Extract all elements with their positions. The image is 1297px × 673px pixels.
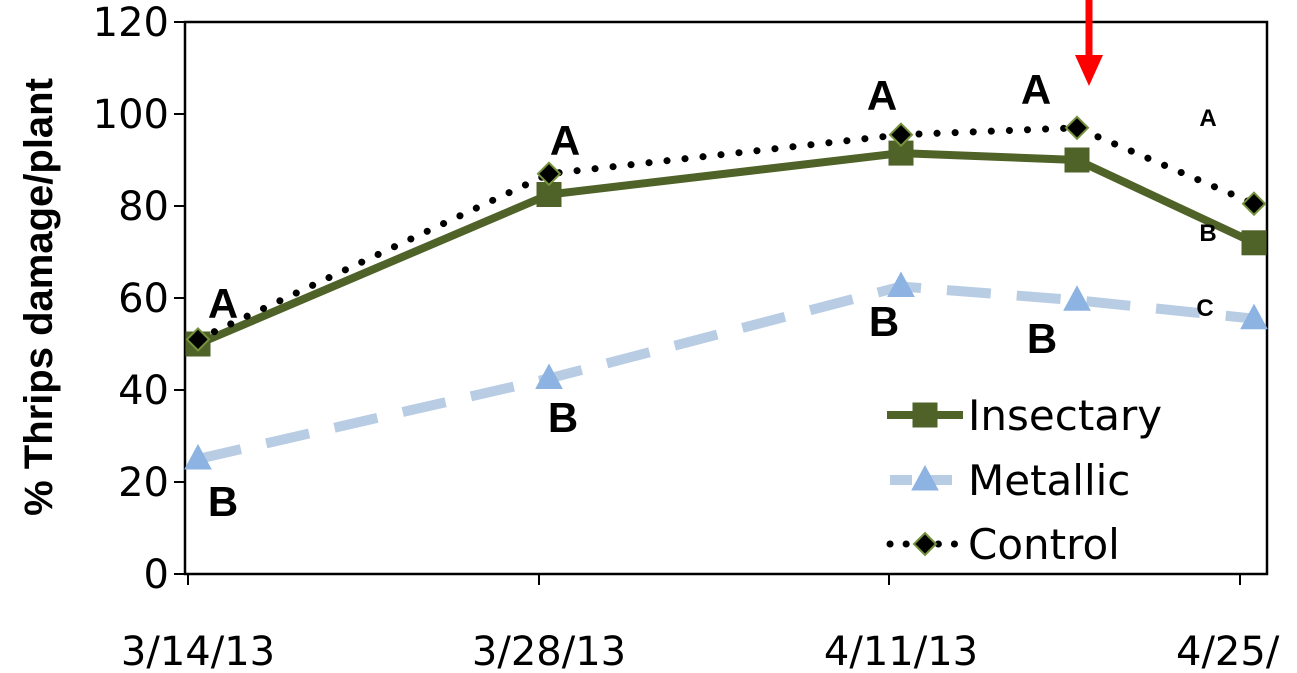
x-tick-label: 4/11/13 xyxy=(824,629,978,673)
legend-item-metallic: Metallic xyxy=(890,456,1130,505)
y-tick-label: 0 xyxy=(144,552,169,598)
significance-letter: A xyxy=(1199,105,1216,132)
significance-letters: A B A B A B A B A B C xyxy=(208,66,1217,525)
data-point-metallic xyxy=(184,443,212,470)
legend-swatch-marker xyxy=(912,402,938,428)
significance-letter: A xyxy=(208,280,238,327)
legend-label: Control xyxy=(968,520,1120,569)
legend-item-control: Control xyxy=(886,520,1120,569)
data-point-control xyxy=(185,326,211,352)
y-axis: 0 20 40 60 80 100 120 xyxy=(93,0,185,598)
data-point-insectary xyxy=(1064,147,1090,173)
data-point-metallic xyxy=(535,363,563,389)
red-arrow-marker xyxy=(1075,0,1103,86)
data-point-control xyxy=(1064,115,1090,141)
legend-swatch-marker xyxy=(912,531,938,557)
data-point-control xyxy=(1241,191,1267,217)
series-control xyxy=(185,115,1267,352)
arrow-head xyxy=(1075,55,1103,86)
significance-letter: A xyxy=(550,117,580,164)
significance-letter: B xyxy=(1199,220,1216,247)
y-axis-label: % Thrips damage/plant xyxy=(17,78,61,516)
x-axis: 3/14/13 3/28/13 4/11/13 4/25/ xyxy=(121,574,1280,673)
x-tick-label: 3/14/13 xyxy=(121,629,275,673)
y-tick-label: 60 xyxy=(118,276,169,322)
data-point-control xyxy=(536,161,562,187)
legend-item-insectary: Insectary xyxy=(887,391,1162,440)
data-point-metallic xyxy=(887,271,915,297)
y-tick-label: 100 xyxy=(93,92,169,138)
significance-letter: B xyxy=(1027,315,1057,362)
y-tick-label: 80 xyxy=(118,184,169,230)
significance-letter: C xyxy=(1196,295,1213,322)
data-point-metallic xyxy=(1240,303,1268,330)
y-tick-label: 120 xyxy=(93,0,169,46)
series-metallic xyxy=(184,271,1268,470)
x-tick-label: 3/28/13 xyxy=(472,629,626,673)
significance-letter: A xyxy=(867,72,897,119)
y-tick-label: 40 xyxy=(118,368,169,414)
significance-letter: B xyxy=(548,394,578,441)
series-layer xyxy=(184,115,1268,470)
significance-letter: B xyxy=(869,298,899,345)
data-point-metallic xyxy=(1063,285,1091,311)
significance-letter: A xyxy=(1021,66,1051,113)
data-point-control xyxy=(888,122,914,148)
legend-label: Metallic xyxy=(968,456,1130,505)
legend: Insectary Metallic Control xyxy=(886,391,1162,569)
legend-label: Insectary xyxy=(968,391,1162,440)
significance-letter: B xyxy=(208,478,238,525)
legend-swatch-marker xyxy=(911,464,939,491)
y-tick-label: 20 xyxy=(118,460,169,506)
x-tick-label: 4/25/ xyxy=(1176,629,1280,673)
data-point-insectary xyxy=(1241,230,1267,256)
